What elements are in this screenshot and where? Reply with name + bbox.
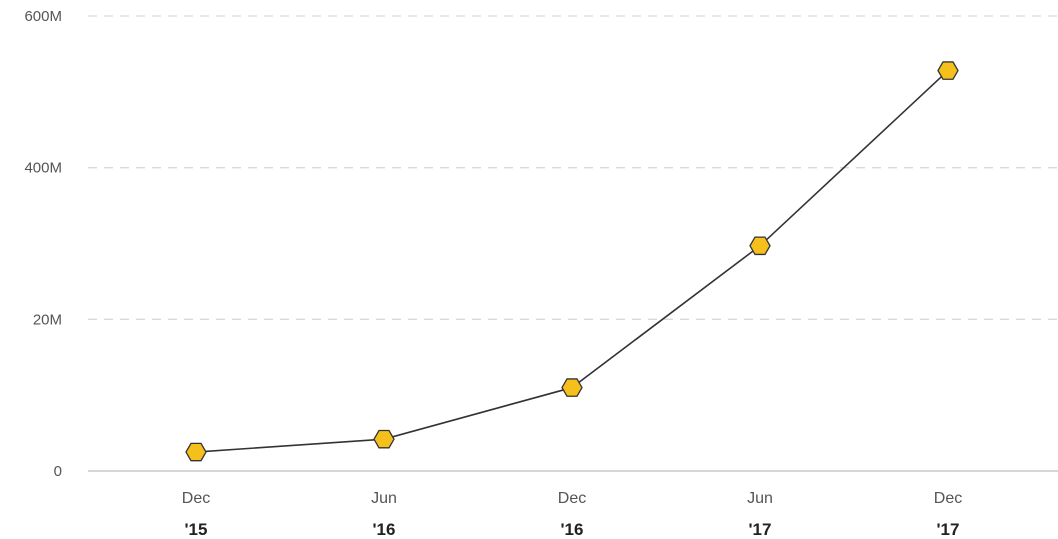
x-tick-month-label: Dec — [182, 490, 210, 507]
gridlines — [88, 15, 1058, 472]
y-tick-label: 400M — [24, 160, 62, 177]
y-axis-ticks: 0 20M 400M 600M — [24, 8, 62, 480]
x-tick-month-label: Jun — [371, 490, 397, 507]
data-point-marker — [937, 61, 959, 80]
data-point-marker — [561, 378, 583, 397]
x-tick-year-label: '15 — [185, 520, 208, 539]
y-tick-label: 0 — [54, 463, 62, 480]
x-tick-year-label: '17 — [749, 520, 772, 539]
y-tick-label: 600M — [24, 8, 62, 25]
x-tick-year-label: '17 — [937, 520, 960, 539]
data-point-marker — [749, 236, 771, 256]
x-tick-month-label: Jun — [747, 490, 773, 507]
x-axis-ticks: Dec '15 Jun '16 Dec '16 Jun '17 Dec '17 — [182, 490, 962, 539]
y-tick-label: 20M — [33, 311, 62, 328]
series-group — [185, 61, 959, 462]
x-tick-year-label: '16 — [373, 520, 396, 539]
x-tick-month-label: Dec — [934, 490, 962, 507]
data-point-marker — [373, 429, 395, 449]
x-tick-month-label: Dec — [558, 490, 586, 507]
data-point-marker — [185, 442, 207, 462]
x-tick-year-label: '16 — [561, 520, 584, 539]
